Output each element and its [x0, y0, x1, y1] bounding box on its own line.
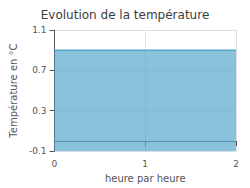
- svg-text:Evolution de la température: Evolution de la température: [41, 8, 210, 22]
- svg-text:Température en °C: Température en °C: [8, 43, 19, 138]
- svg-text:1.1: 1.1: [32, 25, 46, 35]
- svg-text:heure par heure: heure par heure: [105, 173, 186, 184]
- svg-text:2: 2: [233, 159, 239, 169]
- svg-text:0: 0: [52, 159, 58, 169]
- svg-text:0.7: 0.7: [32, 65, 46, 75]
- svg-text:-0.1: -0.1: [29, 146, 47, 156]
- svg-text:1: 1: [142, 159, 148, 169]
- svg-text:0.3: 0.3: [32, 106, 46, 116]
